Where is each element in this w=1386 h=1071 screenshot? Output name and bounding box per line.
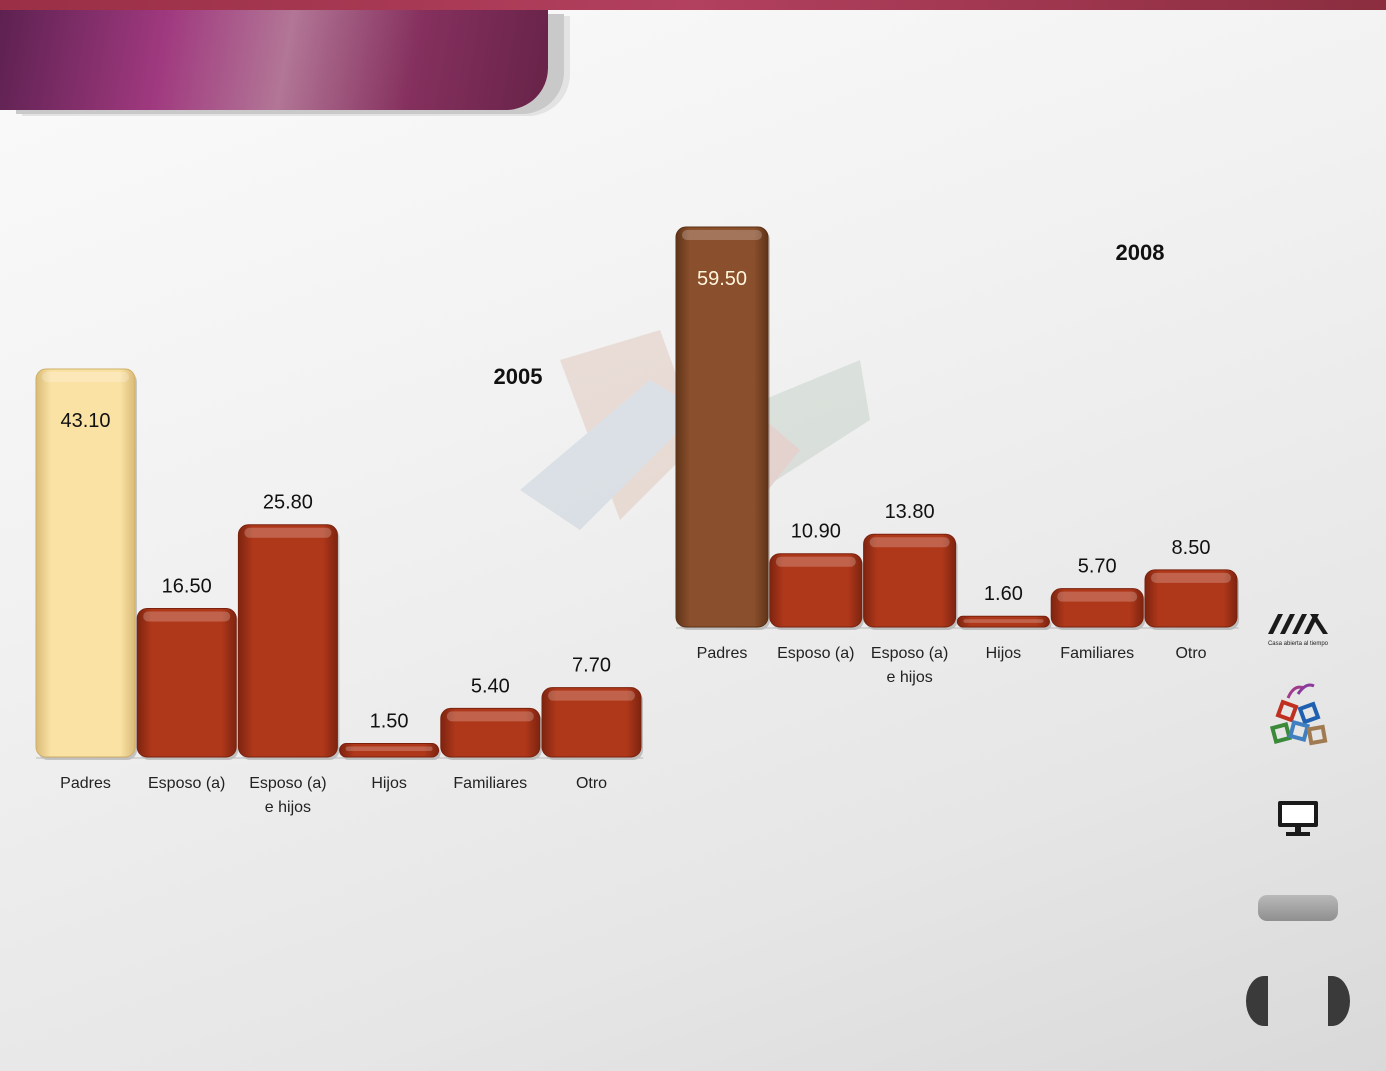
value-label: 10.90 xyxy=(791,521,841,543)
value-label: 8.50 xyxy=(1172,537,1211,559)
menu-button[interactable] xyxy=(1258,895,1338,921)
bar-gloss xyxy=(682,230,762,240)
category-label: Familiares xyxy=(1060,645,1134,662)
bar-gloss xyxy=(963,619,1044,623)
bar-1 xyxy=(769,553,863,628)
bar-gloss xyxy=(42,372,129,382)
bar-gloss xyxy=(548,690,635,701)
value-label: 7.70 xyxy=(572,655,611,677)
value-label: 25.80 xyxy=(263,492,313,514)
category-label: Esposo (a) xyxy=(777,645,854,662)
category-label: Otro xyxy=(1175,645,1206,662)
bar-gloss xyxy=(244,527,332,538)
category-label: Esposo (a) xyxy=(148,775,225,792)
value-label: 16.50 xyxy=(162,575,212,597)
chart-2008: 2008 59.50 Padres 10.90 Esposo (a) 13.80 Espo… xyxy=(675,226,1239,686)
bar-gloss xyxy=(446,711,534,722)
category-label: Hijos xyxy=(986,645,1022,662)
bar-1 xyxy=(136,607,237,758)
uam-logo-icon: Casa abierta al tiempo xyxy=(1268,614,1329,647)
bar-5 xyxy=(541,687,642,758)
value-label: 1.60 xyxy=(984,583,1023,605)
title-banner xyxy=(0,10,548,110)
top-strip xyxy=(0,0,1386,10)
value-label: 1.50 xyxy=(370,710,409,732)
category-label: e hijos xyxy=(265,799,311,816)
category-label: Otro xyxy=(576,775,607,792)
bar-2 xyxy=(863,533,957,628)
category-label: Hijos xyxy=(371,775,407,792)
bar-3 xyxy=(339,742,440,758)
next-icon[interactable] xyxy=(1326,975,1350,1027)
chart-2005: 2005 43.10 Padres 16.50 Esposo (a) 25.80 Espo… xyxy=(35,364,644,816)
value-label: 13.80 xyxy=(885,501,935,523)
bar-gloss xyxy=(1151,572,1231,583)
previous-icon[interactable] xyxy=(1246,975,1270,1027)
monitor-icon[interactable] xyxy=(1277,800,1319,838)
bar-4 xyxy=(440,707,541,758)
value-label: 59.50 xyxy=(697,268,747,290)
value-label: 43.10 xyxy=(60,410,110,432)
category-label: Esposo (a) xyxy=(249,775,326,792)
bar-gloss xyxy=(869,537,950,548)
cubes-logo-icon xyxy=(1270,683,1328,746)
category-label: Padres xyxy=(697,645,748,662)
logo-tagline: Casa abierta al tiempo xyxy=(1268,641,1329,647)
bar-2 xyxy=(237,524,338,758)
category-label: Familiares xyxy=(453,775,527,792)
bar-gloss xyxy=(345,746,433,751)
bar-3 xyxy=(956,615,1050,628)
category-label: e hijos xyxy=(886,669,932,686)
bar-gloss xyxy=(1057,591,1138,602)
category-label: Padres xyxy=(60,775,111,792)
category-label: Esposo (a) xyxy=(871,645,948,662)
value-label: 5.70 xyxy=(1078,556,1117,578)
bar-gloss xyxy=(143,611,231,622)
chart-title: 2008 xyxy=(1116,240,1165,265)
bar-5 xyxy=(1144,569,1238,628)
bar-4 xyxy=(1050,588,1144,628)
bar-0 xyxy=(35,368,136,758)
bar-gloss xyxy=(775,556,856,567)
chart-title: 2005 xyxy=(494,364,543,389)
bar-0 xyxy=(675,226,769,628)
value-label: 5.40 xyxy=(471,675,510,697)
